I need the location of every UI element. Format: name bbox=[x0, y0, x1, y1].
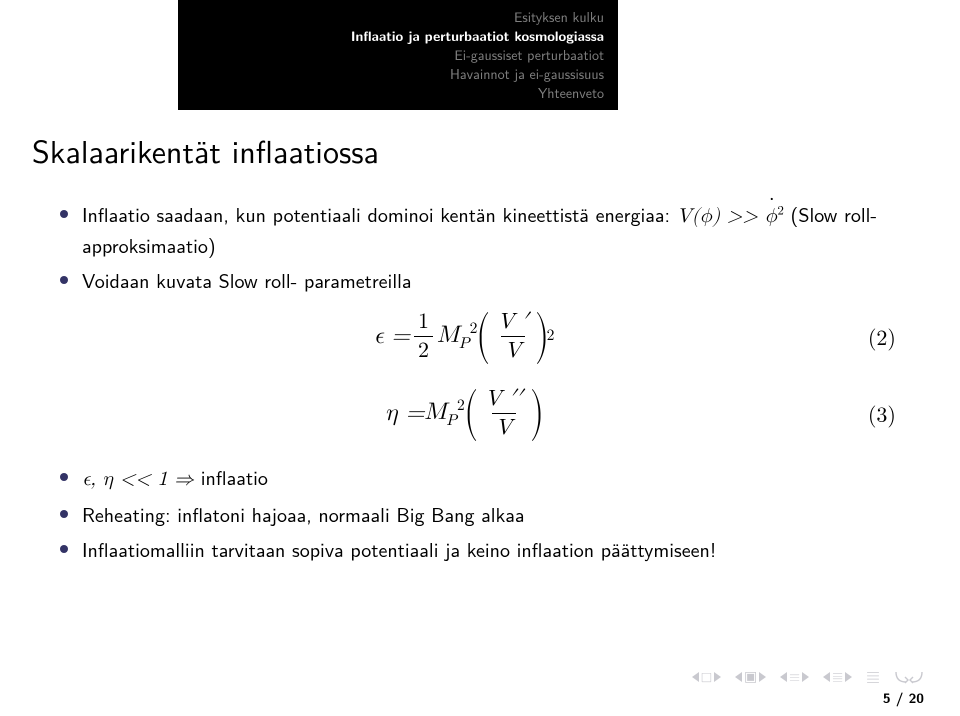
nav-item-4[interactable]: Yhteenveto bbox=[538, 84, 604, 103]
bullet-2: Voidaan kuvata Slow roll- parametreilla bbox=[60, 266, 900, 295]
eq3-mp: MP2 bbox=[424, 397, 464, 431]
nav-back-forward[interactable] bbox=[894, 670, 924, 684]
bullet-1-pre: Inflaatio saadaan, kun potentiaali domin… bbox=[82, 200, 677, 229]
beamer-nav: □ ▣ ≡ ≣ ≣ bbox=[692, 666, 924, 688]
bullet-icon bbox=[60, 210, 68, 218]
eq3-frac-den: V bbox=[492, 413, 517, 441]
page-total: 20 bbox=[909, 688, 924, 708]
prev-section-icon[interactable] bbox=[780, 672, 787, 682]
next-subsection-icon[interactable] bbox=[759, 672, 766, 682]
subsection-icon: ▣ bbox=[744, 669, 757, 686]
bullet-1-text: Inflaatio saadaan, kun potentiaali domin… bbox=[82, 200, 900, 260]
section-icon: ≡ bbox=[789, 669, 800, 686]
lparen-icon: ( bbox=[464, 390, 478, 437]
rparen-icon: ) bbox=[530, 390, 544, 437]
next-section-icon[interactable] bbox=[802, 672, 809, 682]
nav-item-2[interactable]: Ei-gaussiset perturbaatiot bbox=[454, 46, 604, 65]
rparen-icon: ) bbox=[535, 313, 549, 360]
bullet-icon bbox=[60, 545, 68, 553]
frame-icon: □ bbox=[701, 669, 712, 686]
nav-separator-icon: ≣ bbox=[866, 666, 880, 688]
bullet-1-math-lhs: V(ϕ) >> bbox=[677, 206, 765, 226]
next-frame-icon[interactable] bbox=[714, 672, 721, 682]
bullet-3-post: inflaatio bbox=[201, 463, 268, 492]
eq2-frac-den: V bbox=[501, 336, 526, 364]
nav-frame-group[interactable]: □ bbox=[692, 669, 721, 686]
bullet-5-text: Inflaatiomalliin tarvitaan sopiva potent… bbox=[82, 535, 716, 564]
eq2-half-den: 2 bbox=[414, 336, 433, 364]
phi-dot: ϕ bbox=[765, 202, 778, 231]
bullet-3: ϵ, η << 1 ⇒ inflaatio bbox=[60, 463, 900, 494]
eq2-frac-num: V ′ bbox=[494, 309, 533, 336]
page-current: 5 bbox=[883, 688, 891, 708]
nav-item-0[interactable]: Esityksen kulku bbox=[514, 8, 604, 27]
lparen-icon: ( bbox=[477, 313, 491, 360]
bullet-4: Reheating: inflatoni hajoaa, normaali Bi… bbox=[60, 500, 900, 529]
eq3-frac-num: V ′′ bbox=[481, 386, 527, 413]
eq2-frac: V ′ V bbox=[494, 309, 533, 364]
equation-2-number: (2) bbox=[868, 321, 900, 352]
bullet-4-text: Reheating: inflatoni hajoaa, normaali Bi… bbox=[82, 500, 525, 529]
prev-slide-icon[interactable] bbox=[823, 672, 830, 682]
eq2-lhs: ϵ = bbox=[373, 322, 410, 351]
equation-3-number: (3) bbox=[868, 398, 900, 429]
section-nav: Esityksen kulku Inflaatio ja perturbaati… bbox=[178, 0, 618, 110]
equation-3: η = MP2 ( V ′′ V ) (3) bbox=[60, 386, 900, 441]
nav-section-group[interactable]: ≡ bbox=[780, 669, 809, 686]
eq2-mp: MP2 bbox=[437, 320, 477, 354]
nav-subsection-group[interactable]: ▣ bbox=[735, 669, 766, 686]
bullet-5: Inflaatiomalliin tarvitaan sopiva potent… bbox=[60, 535, 900, 564]
slide-icon: ≣ bbox=[832, 669, 843, 686]
bullet-2-text: Voidaan kuvata Slow roll- parametreilla bbox=[82, 266, 412, 295]
bullet-icon bbox=[60, 276, 68, 284]
page-sep: / bbox=[891, 688, 909, 708]
next-slide-icon[interactable] bbox=[845, 672, 852, 682]
undo-redo-icon[interactable] bbox=[894, 670, 924, 684]
bullet-icon bbox=[60, 473, 68, 481]
equation-3-body: η = MP2 ( V ′′ V ) bbox=[60, 386, 868, 441]
phi-dot-sq: 2 bbox=[777, 206, 784, 226]
nav-presentation-group[interactable]: ≣ bbox=[823, 669, 852, 686]
bullet-1: Inflaatio saadaan, kun potentiaali domin… bbox=[60, 200, 900, 260]
nav-item-1[interactable]: Inflaatio ja perturbaatiot kosmologiassa bbox=[351, 27, 604, 46]
prev-subsection-icon[interactable] bbox=[735, 672, 742, 682]
eq2-half: 1 2 bbox=[414, 309, 433, 364]
prev-frame-icon[interactable] bbox=[692, 672, 699, 682]
eq2-half-num: 1 bbox=[414, 309, 433, 336]
frame-title: Skalaarikentät inflaatiossa bbox=[32, 126, 379, 173]
page-number: 5 / 20 bbox=[883, 688, 924, 708]
equation-2: ϵ = 1 2 MP2 ( V ′ V ) 2 (2) bbox=[60, 309, 900, 364]
bullet-icon bbox=[60, 510, 68, 518]
slide-body: Inflaatio saadaan, kun potentiaali domin… bbox=[60, 200, 900, 570]
bullet-3-text: ϵ, η << 1 ⇒ inflaatio bbox=[82, 463, 268, 494]
bullet-3-math: ϵ, η << 1 ⇒ bbox=[82, 469, 201, 489]
nav-item-3[interactable]: Havainnot ja ei-gaussisuus bbox=[450, 65, 604, 84]
eq3-lhs: η = bbox=[385, 399, 424, 428]
equation-2-body: ϵ = 1 2 MP2 ( V ′ V ) 2 bbox=[60, 309, 868, 364]
eq3-frac: V ′′ V bbox=[481, 386, 527, 441]
